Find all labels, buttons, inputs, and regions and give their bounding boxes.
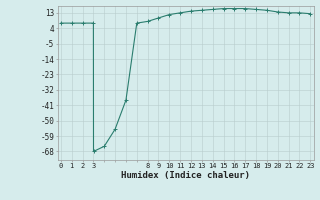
X-axis label: Humidex (Indice chaleur): Humidex (Indice chaleur) bbox=[121, 171, 250, 180]
